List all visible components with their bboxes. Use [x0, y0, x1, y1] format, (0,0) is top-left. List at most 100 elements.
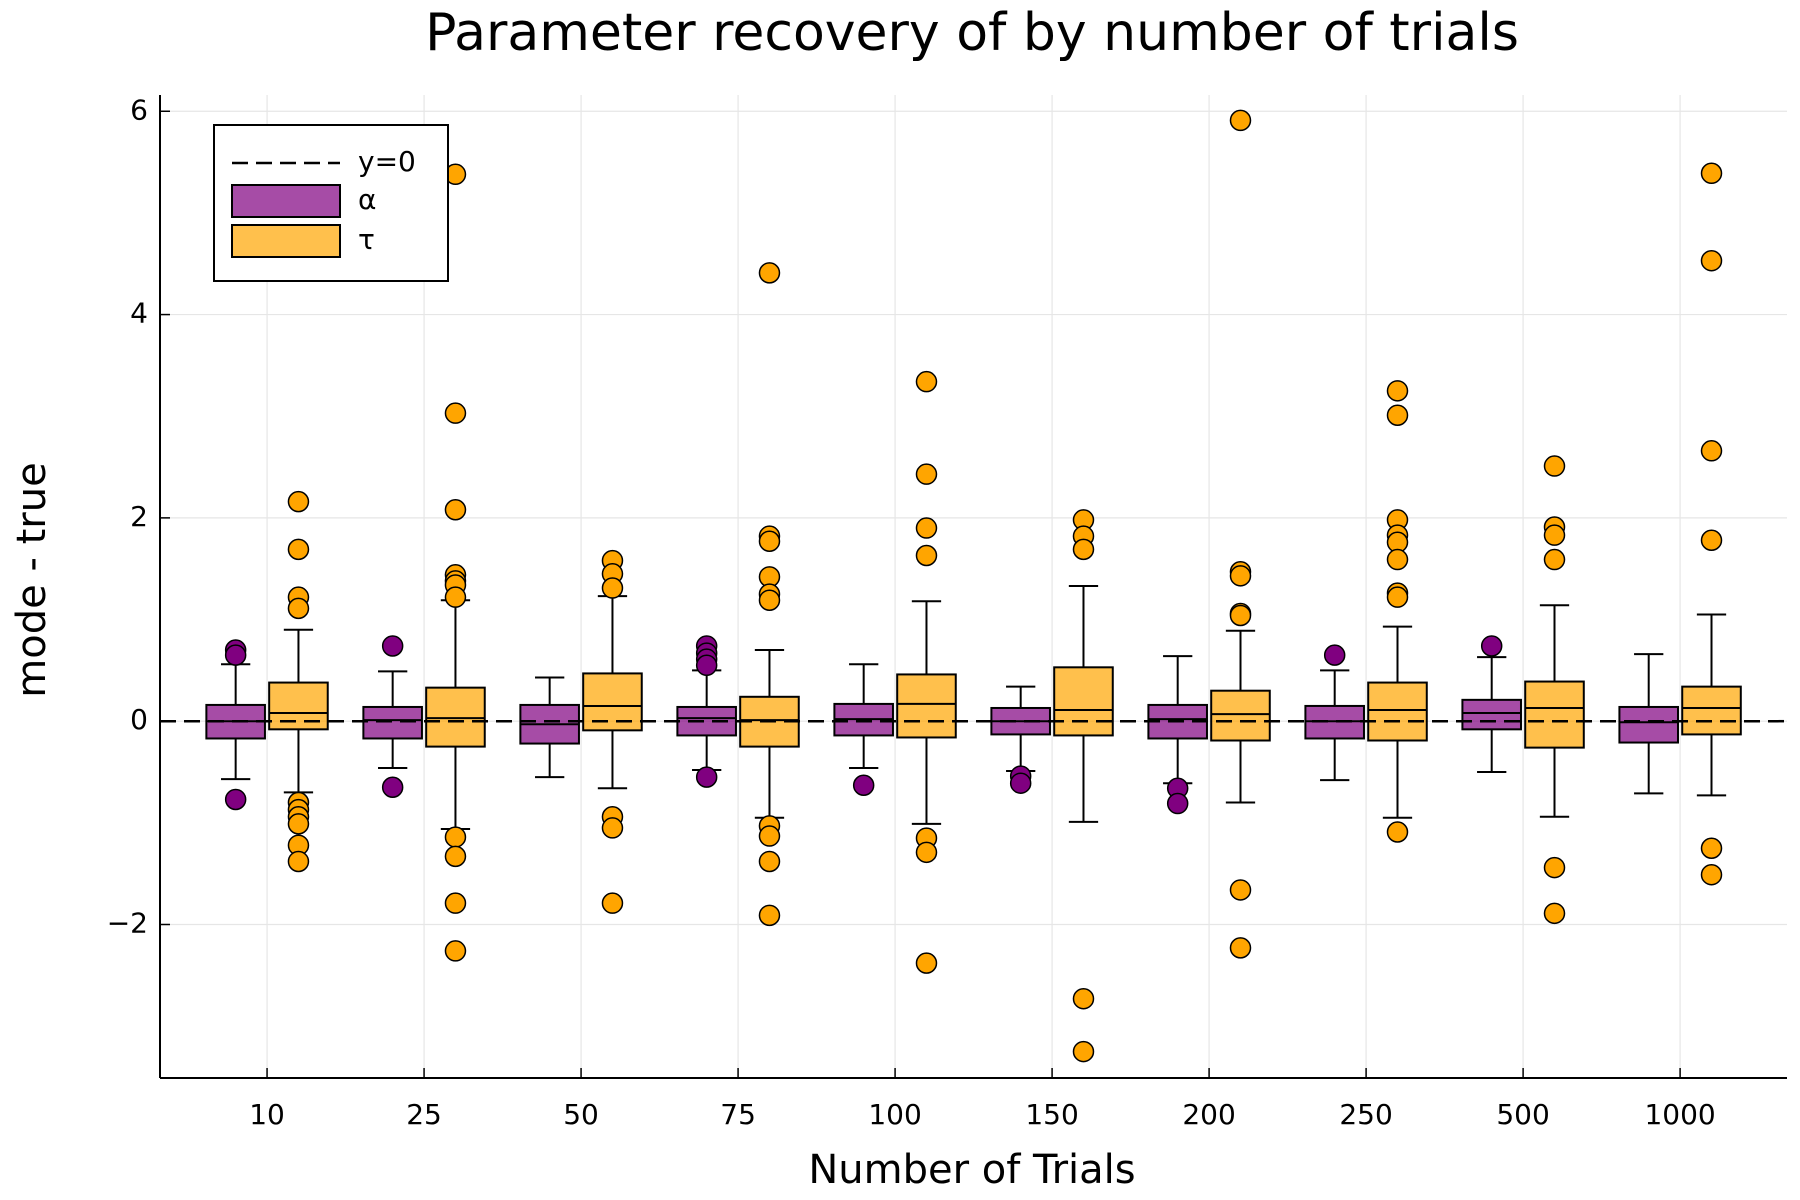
box-group	[1304, 644, 1365, 782]
box	[1524, 680, 1585, 749]
outlier	[1543, 902, 1566, 925]
outlier	[287, 490, 310, 513]
outlier	[444, 499, 467, 521]
x-tick-label: 100	[868, 1098, 921, 1131]
box-group	[362, 635, 423, 799]
outlier	[1700, 162, 1723, 185]
outlier	[1386, 404, 1409, 426]
outlier	[915, 463, 938, 485]
outlier	[287, 538, 310, 561]
y-tick-label: 0	[130, 703, 148, 736]
box-group	[1524, 455, 1585, 925]
outlier	[1072, 987, 1095, 1010]
outlier	[758, 850, 781, 873]
outlier	[915, 370, 938, 393]
outlier	[601, 817, 624, 839]
outlier	[758, 262, 781, 284]
box-group	[1681, 162, 1742, 886]
outlier	[444, 826, 467, 848]
outlier	[381, 635, 404, 657]
outlier	[915, 952, 938, 974]
box	[425, 686, 486, 748]
x-tick-label: 1000	[1644, 1098, 1715, 1131]
outlier	[1229, 604, 1252, 627]
box	[362, 705, 423, 740]
box-group	[1618, 653, 1679, 795]
outlier	[852, 774, 875, 796]
y-tick-label: −2	[107, 907, 148, 940]
box	[582, 672, 643, 732]
legend-label: α	[358, 183, 376, 216]
box-group	[833, 663, 894, 796]
outlier	[1543, 455, 1566, 477]
outlier	[1700, 529, 1723, 551]
outlier	[1386, 586, 1409, 608]
box-group	[1210, 109, 1271, 959]
y-tick-label: 2	[130, 500, 148, 533]
x-tick-label: 200	[1182, 1098, 1235, 1131]
outlier	[601, 892, 624, 914]
outlier	[1386, 380, 1409, 402]
outlier	[1229, 937, 1252, 959]
box	[1618, 705, 1679, 744]
outlier	[695, 654, 718, 677]
box-group	[1461, 635, 1522, 774]
outlier	[915, 841, 938, 864]
outlier	[1072, 538, 1095, 561]
box	[1461, 698, 1522, 731]
outlier	[1700, 440, 1723, 462]
outlier	[758, 530, 781, 553]
outlier	[758, 589, 781, 611]
outlier	[1229, 879, 1252, 901]
legend-label: τ	[358, 223, 375, 256]
x-tick-label: 50	[563, 1098, 599, 1131]
outlier	[444, 402, 467, 424]
outlier	[1229, 565, 1252, 587]
outlier	[444, 586, 467, 608]
box	[1367, 681, 1428, 742]
chart-title: Parameter recovery of by number of trial…	[425, 3, 1519, 63]
outlier	[287, 813, 310, 835]
outlier	[287, 597, 310, 620]
outlier	[1543, 548, 1566, 571]
x-tick-label: 500	[1496, 1098, 1549, 1131]
outlier	[758, 825, 781, 847]
outlier	[381, 776, 404, 799]
outlier	[1009, 772, 1032, 794]
outlier	[224, 788, 247, 811]
outlier	[695, 766, 718, 788]
box-group	[519, 676, 580, 779]
outlier	[287, 850, 310, 873]
y-tick-label: 4	[130, 297, 148, 330]
outlier	[601, 577, 624, 599]
outlier	[1543, 856, 1566, 879]
outlier	[1700, 837, 1723, 860]
outlier	[1229, 109, 1252, 132]
outlier	[1700, 249, 1723, 272]
box	[1210, 689, 1271, 742]
outlier	[1386, 548, 1409, 571]
x-tick-label: 75	[720, 1098, 756, 1131]
legend-label: y=0	[358, 145, 416, 178]
outlier	[1480, 635, 1503, 657]
outlier	[1323, 644, 1346, 666]
x-tick-label: 25	[406, 1098, 442, 1131]
outlier	[1700, 863, 1723, 886]
x-axis-label: Number of Trials	[808, 1147, 1135, 1193]
outlier	[444, 940, 467, 962]
box	[1681, 685, 1742, 736]
box	[1053, 666, 1114, 737]
outlier	[1072, 1040, 1095, 1063]
outlier	[1543, 524, 1566, 546]
box-group	[425, 163, 486, 962]
outlier	[1386, 821, 1409, 843]
outlier	[224, 644, 247, 666]
box	[896, 673, 957, 739]
box-group	[676, 635, 737, 788]
outlier	[915, 517, 938, 539]
box-group	[1053, 509, 1114, 1063]
outlier	[444, 845, 467, 868]
x-tick-label: 150	[1025, 1098, 1078, 1131]
outlier	[758, 904, 781, 927]
